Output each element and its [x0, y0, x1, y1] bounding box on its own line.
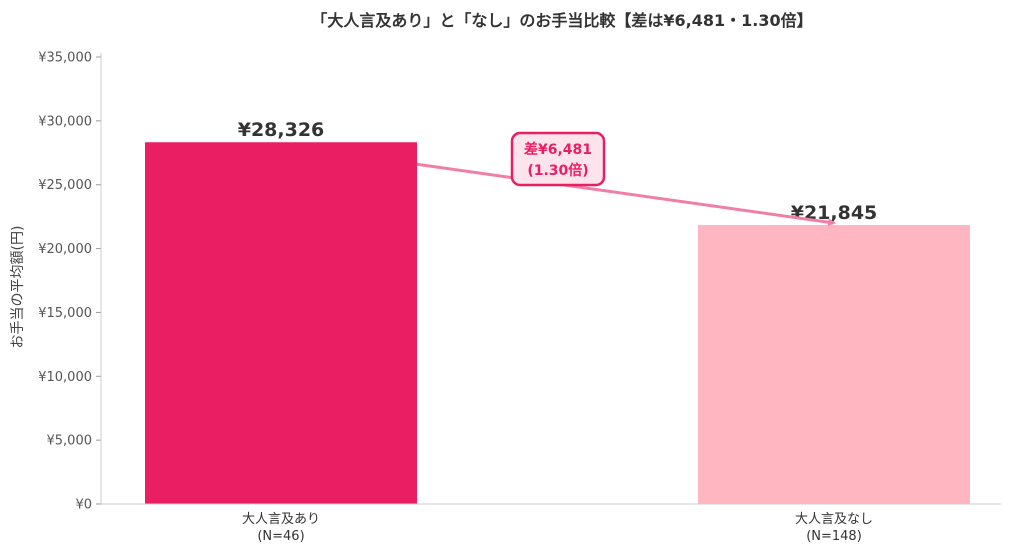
y-axis-label: お手当の平均額(円): [10, 226, 26, 349]
y-axis-ticks: ¥0 ¥5,000 ¥10,000 ¥15,000 ¥20,000 ¥25,000 ¥30,…: [38, 51, 101, 513]
bar-value-label: ¥28,326: [238, 119, 325, 141]
bar: [145, 142, 417, 504]
bar-value-label: ¥21,845: [791, 202, 878, 224]
bars: [145, 142, 970, 504]
x-tick-label: 大人言及なし: [795, 512, 873, 527]
bar-labels: ¥28,326 大人言及あり (N=46) ¥21,845 大人言及なし (N=148): [238, 119, 878, 544]
y-tick-label: ¥0: [75, 498, 92, 513]
annotation-text: 差¥6,481: [524, 141, 592, 158]
annotation-box: [510, 131, 606, 187]
x-tick-sublabel: (N=148): [806, 529, 862, 544]
difference-arrow: [416, 162, 836, 227]
y-tick-label: ¥15,000: [38, 306, 92, 321]
annotation-text: (1.30倍): [527, 162, 588, 179]
bar: [698, 225, 970, 504]
chart-title: 「大人言及あり」と「なし」のお手当比較【差は¥6,481・1.30倍】: [311, 11, 812, 30]
y-tick-label: ¥35,000: [38, 51, 92, 66]
y-tick-label: ¥10,000: [38, 370, 92, 385]
axes: [100, 53, 1001, 505]
x-tick-label: 大人言及あり: [242, 512, 320, 527]
difference-annotation: 差¥6,481 (1.30倍): [416, 131, 836, 227]
y-tick-label: ¥25,000: [38, 178, 92, 193]
y-tick-label: ¥20,000: [38, 242, 92, 257]
x-tick-sublabel: (N=46): [257, 529, 304, 544]
y-tick-label: ¥5,000: [47, 434, 93, 449]
y-tick-label: ¥30,000: [38, 114, 92, 129]
